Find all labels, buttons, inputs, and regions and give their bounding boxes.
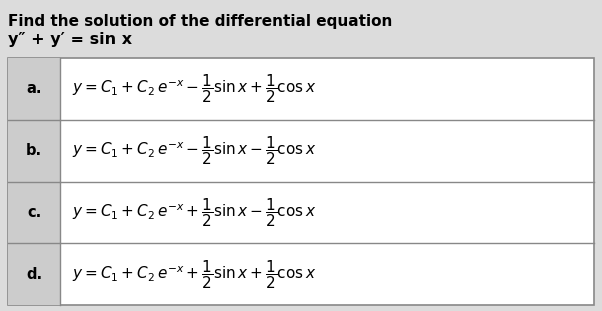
Text: b.: b. bbox=[26, 143, 42, 158]
Text: a.: a. bbox=[26, 81, 42, 96]
Text: $y = C_1 + C_2\,e^{-x} - \dfrac{1}{2}\mathrm{sin}\,x + \dfrac{1}{2}\mathrm{cos}\: $y = C_1 + C_2\,e^{-x} - \dfrac{1}{2}\ma… bbox=[72, 72, 316, 105]
Text: c.: c. bbox=[27, 205, 41, 220]
Text: d.: d. bbox=[26, 267, 42, 282]
Bar bbox=[8, 243, 60, 305]
Bar bbox=[8, 58, 594, 305]
Text: Find the solution of the differential equation: Find the solution of the differential eq… bbox=[8, 14, 393, 29]
Text: $y = C_1 + C_2\,e^{-x} - \dfrac{1}{2}\mathrm{sin}\,x - \dfrac{1}{2}\mathrm{cos}\: $y = C_1 + C_2\,e^{-x} - \dfrac{1}{2}\ma… bbox=[72, 134, 316, 167]
Text: y″ + y′ = sin x: y″ + y′ = sin x bbox=[8, 32, 132, 47]
Text: $y = C_1 + C_2\,e^{-x} + \dfrac{1}{2}\mathrm{sin}\,x - \dfrac{1}{2}\mathrm{cos}\: $y = C_1 + C_2\,e^{-x} + \dfrac{1}{2}\ma… bbox=[72, 196, 316, 229]
Bar bbox=[8, 58, 594, 305]
Bar bbox=[8, 182, 60, 243]
Bar bbox=[8, 120, 60, 182]
Text: $y = C_1 + C_2\,e^{-x} + \dfrac{1}{2}\mathrm{sin}\,x + \dfrac{1}{2}\mathrm{cos}\: $y = C_1 + C_2\,e^{-x} + \dfrac{1}{2}\ma… bbox=[72, 258, 316, 290]
Bar bbox=[8, 58, 60, 120]
